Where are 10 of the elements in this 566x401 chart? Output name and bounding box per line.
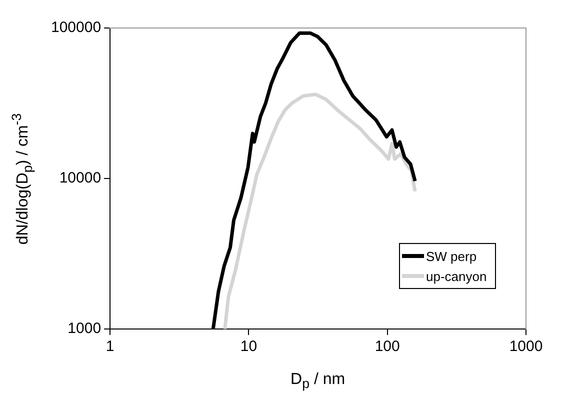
x-axis-title: D$_{p}$ / nm: [290, 370, 346, 391]
y-tick-label: 1000: [68, 320, 102, 338]
y-tick-label: 100000: [50, 19, 102, 36]
x-tick-label: 100: [374, 338, 400, 356]
x-tick-label: 1000: [509, 338, 543, 356]
legend-label: SW perp: [426, 248, 477, 264]
legend-label: up-canyon: [426, 268, 487, 284]
y-tick-label: 10000: [59, 170, 102, 187]
x-tick-label: 1: [106, 338, 114, 356]
x-tick-label: 10: [240, 338, 258, 356]
